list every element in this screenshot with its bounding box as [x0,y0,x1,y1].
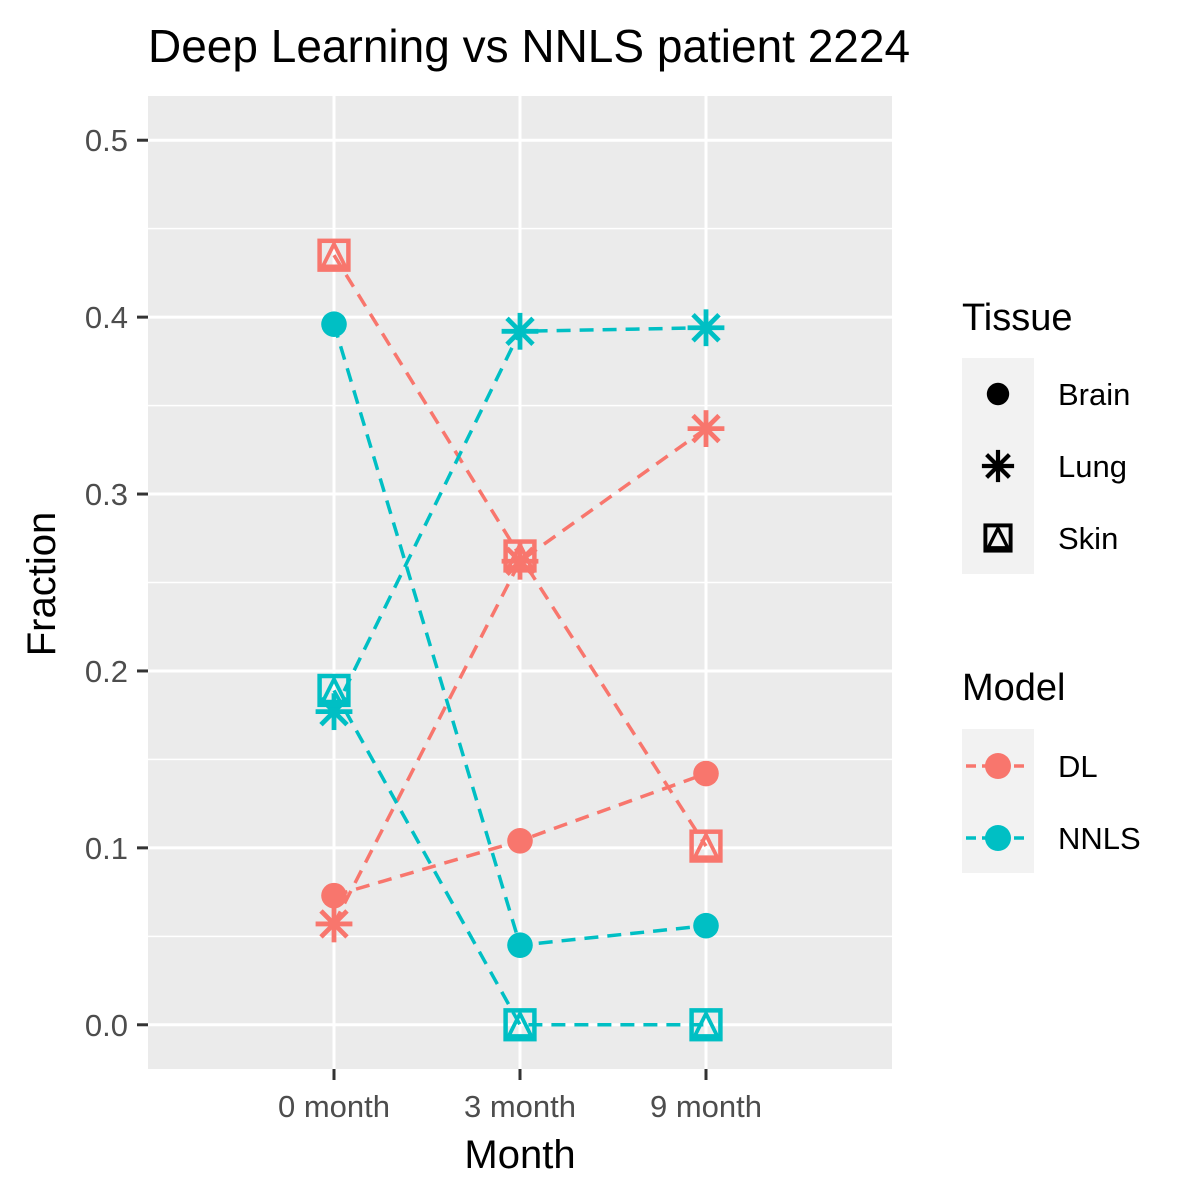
point-nnls-brain-9-month [693,912,719,939]
chart-title: Deep Learning vs NNLS patient 2224 [148,20,910,72]
point-dl-skin-3-month [503,539,537,573]
point-nnls-skin-0-month [317,673,351,708]
legend-tissue-title: Tissue [962,297,1073,339]
series-line-dl-lung [332,427,708,925]
y-axis: 0.0 0.1 0.2 0.3 0.4 0.5 [85,123,148,1043]
legend-label-skin: Skin [1058,521,1118,556]
point-dl-lung-0-month [315,905,353,943]
point-nnls-lung-3-month [501,312,539,350]
legend-model: Model DL NNLS [962,667,1141,873]
point-dl-lung-9-month [687,410,725,447]
point-nnls-brain-3-month [507,932,533,958]
point-dl-brain-3-month [507,827,533,854]
y-axis-title: Fraction [20,512,64,657]
point-nnls-skin-9-month [689,1008,723,1042]
x-tick-label: 9 month [650,1089,762,1124]
legend-key-lung [981,449,1015,483]
legend-key-brain [986,382,1010,406]
point-nnls-lung-9-month [687,309,725,347]
legend-label-lung: Lung [1058,449,1127,484]
series-points [315,238,725,1042]
point-dl-brain-0-month [321,882,347,909]
legend-key-skin [983,523,1013,553]
legend-label-dl: DL [1058,749,1098,784]
legend-model-title: Model [962,667,1066,709]
point-nnls-skin-3-month [503,1008,537,1042]
y-tick-label: 0.5 [85,123,128,158]
point-dl-skin-0-month [317,238,351,272]
series-line-nnls-skin [332,689,706,1027]
y-tick-label: 0.0 [85,1008,128,1043]
legend-label-brain: Brain [1058,377,1130,412]
x-axis: 0 month 3 month 9 month [278,1069,762,1124]
y-tick-label: 0.1 [85,831,128,866]
point-dl-brain-9-month [693,760,719,787]
legend-tissue: Tissue Brain Lung Skin [962,297,1130,574]
legend-model-key-background [962,729,1034,873]
y-tick-label: 0.3 [85,477,128,512]
x-tick-label: 3 month [464,1089,576,1124]
legend-key-dl [966,753,1030,779]
legend-key-nnls [966,825,1030,851]
y-tick-label: 0.4 [85,300,128,335]
point-nnls-brain-0-month [321,311,347,338]
point-dl-skin-9-month [689,829,723,863]
x-axis-title: Month [464,1133,575,1177]
legend-label-nnls: NNLS [1058,821,1141,856]
x-tick-label: 0 month [278,1089,390,1124]
y-tick-label: 0.2 [85,654,128,689]
